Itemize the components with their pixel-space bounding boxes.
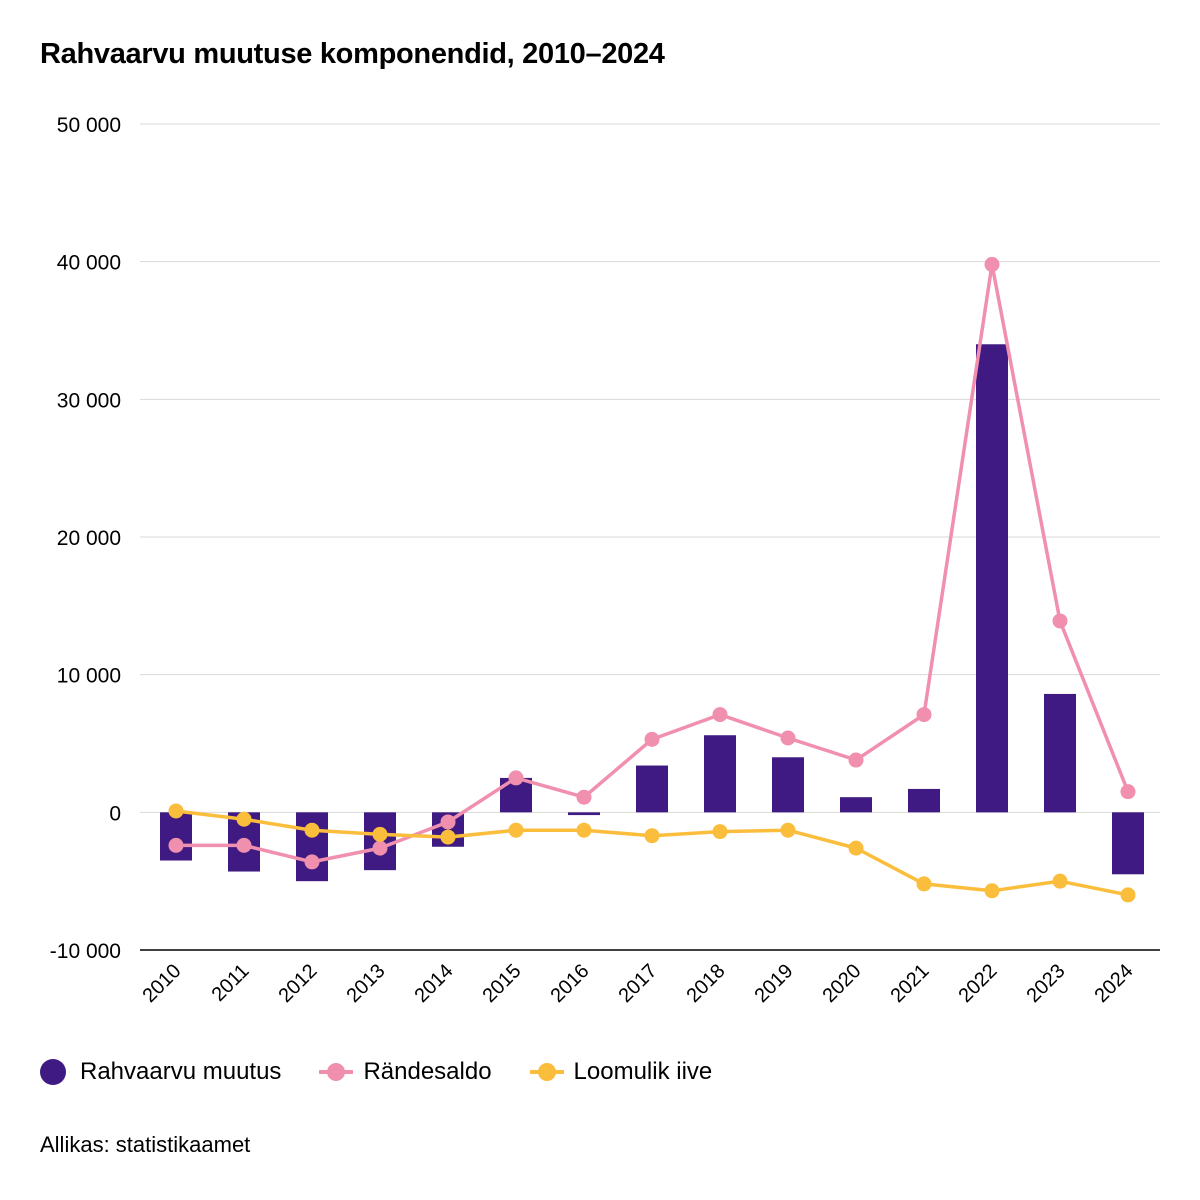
y-axis-ticks: -10 000 0 10 000 20 000 30 000 40 000 50 000 [50, 114, 121, 963]
y-tick-label: 20 000 [57, 527, 121, 550]
natural-point-2022 [984, 883, 1000, 899]
natural-point-2012 [304, 822, 320, 838]
legend-item-bar: Rahvaarvu muutus [40, 1058, 281, 1086]
y-tick-label: 10 000 [57, 665, 121, 688]
migration-point-2015 [508, 770, 524, 786]
migration-point-2020 [848, 752, 864, 768]
y-tick-label: 30 000 [57, 389, 121, 412]
legend-label-natural: Loomulik iive [573, 1058, 713, 1085]
x-tick-label: 2017 [615, 960, 662, 1007]
x-tick-label: 2012 [275, 960, 322, 1007]
x-tick-label: 2019 [751, 960, 798, 1007]
natural-point-2015 [508, 822, 524, 838]
legend-natural-marker [529, 1059, 564, 1085]
legend-item-migration: Rändesaldo [319, 1058, 492, 1086]
bar-2020 [840, 797, 872, 813]
y-tick-label: 50 000 [57, 114, 121, 137]
bar-2018 [704, 735, 736, 813]
migration-point-2018 [712, 707, 728, 723]
x-tick-label: 2021 [887, 960, 934, 1007]
migration-point-2024 [1120, 784, 1136, 800]
x-tick-label: 2013 [343, 960, 390, 1007]
legend-label-bar: Rahvaarvu muutus [80, 1058, 282, 1085]
bar-2022 [976, 344, 1008, 813]
natural-point-2014 [440, 829, 456, 845]
migration-point-2023 [1052, 613, 1068, 629]
x-tick-label: 2024 [1091, 960, 1138, 1007]
x-tick-label: 2014 [411, 960, 458, 1007]
x-tick-label: 2016 [547, 960, 594, 1007]
natural-point-2010 [168, 803, 184, 819]
x-tick-label: 2020 [819, 960, 866, 1007]
legend-label-migration: Rändesaldo [363, 1058, 492, 1085]
migration-point-2013 [372, 840, 388, 856]
migration-point-2014 [440, 814, 456, 830]
natural-point-2021 [916, 876, 932, 892]
x-tick-label: 2023 [1023, 960, 1070, 1007]
bar-series [160, 344, 1144, 882]
bar-2021 [908, 788, 940, 813]
migration-point-2011 [236, 837, 252, 853]
bar-2010 [160, 812, 192, 861]
migration-point-2022 [984, 256, 1000, 272]
chart-title: Rahvaarvu muutuse komponendid, 2010–2024 [40, 38, 665, 70]
bar-2016 [568, 812, 600, 816]
migration-point-2012 [304, 854, 320, 870]
bar-2019 [772, 757, 804, 813]
migration-point-2016 [576, 789, 592, 805]
natural-point-2016 [576, 822, 592, 838]
bar-2024 [1112, 812, 1144, 875]
legend: Rahvaarvu muutus Rändesaldo Loomulik iiv… [40, 1052, 750, 1092]
natural-point-2020 [848, 840, 864, 856]
legend-bar-marker [40, 1059, 66, 1085]
bar-2012 [296, 812, 328, 882]
natural-point-2024 [1120, 887, 1136, 903]
y-tick-label: 40 000 [57, 252, 121, 275]
natural-point-2019 [780, 822, 796, 838]
line-series [168, 256, 1136, 903]
migration-point-2021 [916, 707, 932, 723]
natural-point-2018 [712, 824, 728, 840]
migration-point-2019 [780, 730, 796, 746]
natural-point-2023 [1052, 873, 1068, 889]
x-tick-label: 2010 [139, 960, 186, 1007]
migration-point-2010 [168, 837, 184, 853]
x-tick-label: 2015 [479, 960, 526, 1007]
migration-point-2017 [644, 731, 660, 747]
legend-migration-marker [319, 1059, 354, 1085]
x-axis-ticks: 2010 2011 2012 2013 2014 2015 2016 2017 2018 2019… [139, 960, 1138, 1007]
natural-point-2013 [372, 826, 388, 842]
x-tick-label: 2022 [955, 960, 1002, 1007]
source-note: Allikas: statistikaamet [40, 1132, 251, 1157]
bar-2023 [1044, 693, 1076, 813]
x-tick-label: 2018 [683, 960, 730, 1007]
legend-item-natural: Loomulik iive [529, 1058, 713, 1086]
chart-area: -10 000 0 10 000 20 000 30 000 40 000 50 000 2… [50, 114, 1160, 1007]
natural-point-2011 [236, 811, 252, 827]
bar-2017 [636, 765, 668, 813]
y-tick-label: 0 [109, 802, 121, 825]
x-tick-label: 2011 [208, 960, 254, 1006]
natural-point-2017 [644, 828, 660, 844]
y-tick-label: -10 000 [50, 940, 121, 963]
